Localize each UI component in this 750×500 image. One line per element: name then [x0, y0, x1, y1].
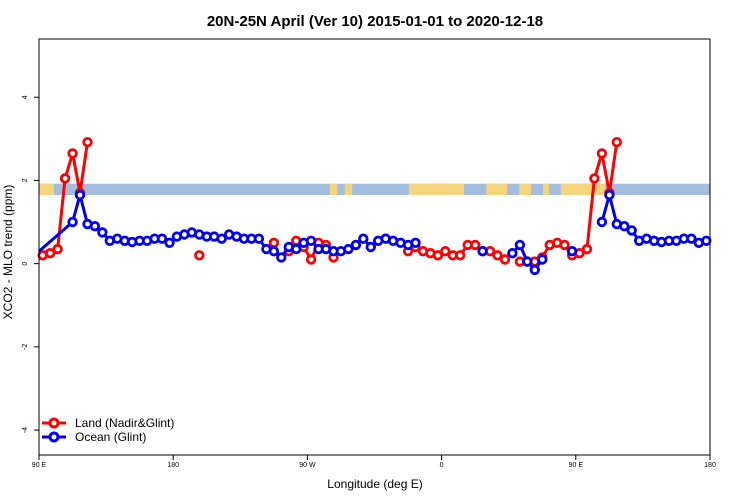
data-point: [514, 239, 526, 251]
data-point: [596, 148, 608, 159]
data-point: [529, 264, 540, 276]
land-strip: [408, 183, 464, 195]
data-point: [291, 243, 302, 255]
data-point: [52, 243, 63, 255]
data-point: [67, 148, 78, 159]
data-point: [45, 247, 56, 259]
data-point: [97, 227, 108, 238]
data-point: [74, 189, 86, 201]
land-strip: [560, 183, 606, 195]
land-strip: [39, 183, 54, 195]
axes: 90 E 180 90 W 0 90 E 180 -4 -2 0 2 4: [22, 38, 716, 469]
data-point: [626, 225, 637, 236]
data-point: [268, 245, 280, 257]
y-tick-label: 4: [22, 95, 29, 99]
data-point: [82, 136, 93, 148]
data-point: [216, 233, 227, 244]
data-point: [492, 250, 503, 261]
data-point: [499, 254, 511, 265]
data-point: [477, 245, 488, 257]
y-tick-label: 2: [22, 178, 29, 182]
land-ocean-band: [39, 183, 710, 195]
data-point: [559, 239, 570, 251]
data-point: [566, 245, 578, 257]
data-point: [619, 220, 630, 232]
land-strip: [344, 183, 353, 195]
data-point: [164, 237, 175, 248]
data-point: [455, 250, 466, 261]
land-strip: [486, 183, 508, 195]
x-tick-label: 180: [167, 462, 179, 469]
legend-ocean-marker: [48, 431, 60, 443]
legend-land-marker: [48, 417, 60, 429]
data-point: [253, 233, 265, 244]
x-axis-label: Longitude (deg E): [327, 477, 422, 491]
data-point: [276, 252, 287, 263]
data-point: [596, 216, 608, 228]
data-point: [305, 254, 317, 265]
x-tick-label: 90 W: [299, 462, 316, 469]
y-tick-label: -4: [22, 427, 29, 433]
chart-title: 20N-25N April (Ver 10) 2015-01-01 to 202…: [207, 13, 543, 30]
data-point: [410, 237, 421, 248]
land-strip: [519, 183, 532, 195]
y-tick-label: -2: [22, 344, 29, 350]
x-tick-label: 180: [704, 462, 716, 469]
data-point: [686, 233, 697, 244]
x-tick-label: 90 E: [569, 462, 584, 469]
data-point: [581, 243, 593, 255]
series-1: [38, 189, 712, 276]
data-point: [522, 256, 533, 267]
y-axis-label: XCO2 - MLO trend (ppm): [1, 185, 15, 320]
data-layer: [37, 136, 712, 276]
data-point: [305, 235, 317, 246]
data-point: [89, 220, 101, 232]
ocean-strip: [39, 183, 710, 195]
x-tick-label: 0: [440, 462, 444, 469]
data-point: [358, 233, 369, 244]
data-point: [343, 243, 354, 255]
data-point: [701, 235, 712, 246]
data-point: [440, 245, 451, 257]
data-point: [604, 189, 615, 201]
data-point: [611, 136, 622, 148]
data-point: [365, 241, 376, 253]
data-point: [194, 250, 205, 261]
plot-frame: [38, 38, 711, 456]
data-point: [470, 239, 481, 251]
data-point: [268, 237, 280, 248]
data-point: [67, 216, 78, 228]
legend-land-label: Land (Nadir&Glint): [75, 416, 174, 430]
data-point: [589, 173, 600, 184]
data-point: [507, 247, 518, 259]
land-strip: [329, 183, 338, 195]
data-point: [156, 233, 168, 244]
legend-ocean-label: Ocean (Glint): [75, 430, 146, 444]
data-point: [350, 239, 362, 251]
data-point: [59, 173, 71, 184]
y-tick-label: 0: [22, 262, 29, 266]
legend: Land (Nadir&Glint) Ocean (Glint): [42, 416, 174, 444]
data-point: [432, 250, 444, 261]
data-point: [537, 254, 548, 265]
x-tick-label: 90 E: [32, 462, 47, 469]
land-strip: [542, 183, 549, 195]
